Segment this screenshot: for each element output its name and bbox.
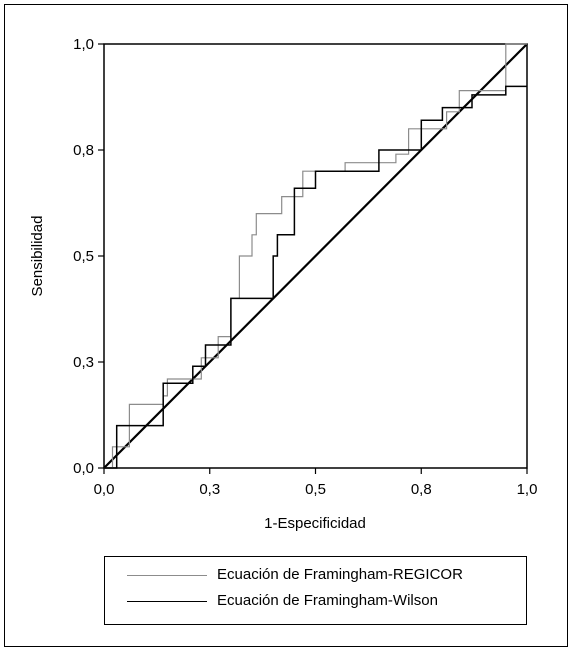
legend-item-wilson: Ecuación de Framingham-Wilson (105, 591, 526, 611)
y-tick-label: 0,5 (73, 248, 94, 265)
series-line-wilson (104, 85, 527, 469)
x-axis-title: 1-Especificidad (264, 515, 366, 532)
y-axis-title: Sensibilidad (29, 216, 46, 297)
series-line-regicor (104, 43, 527, 469)
x-tick-label: 0,3 (199, 481, 220, 498)
reference-diagonal-line (103, 43, 528, 469)
legend-swatch-regicor (127, 575, 207, 576)
y-tick-label: 0,0 (73, 460, 94, 477)
y-tick-label: 0,3 (73, 354, 94, 371)
legend-swatch-wilson (127, 601, 207, 602)
legend: Ecuación de Framingham-REGICOR Ecuación … (104, 556, 527, 625)
x-tick-label: 1,0 (517, 481, 538, 498)
y-tick-label: 1,0 (73, 36, 94, 53)
x-tick-label: 0,0 (94, 481, 115, 498)
figure-frame (4, 4, 568, 647)
legend-label-regicor: Ecuación de Framingham-REGICOR (217, 566, 463, 583)
legend-item-regicor: Ecuación de Framingham-REGICOR (105, 565, 526, 585)
x-tick-label: 0,5 (305, 481, 326, 498)
legend-label-wilson: Ecuación de Framingham-Wilson (217, 592, 438, 609)
x-tick-label: 0,8 (411, 481, 432, 498)
y-tick-label: 0,8 (73, 142, 94, 159)
